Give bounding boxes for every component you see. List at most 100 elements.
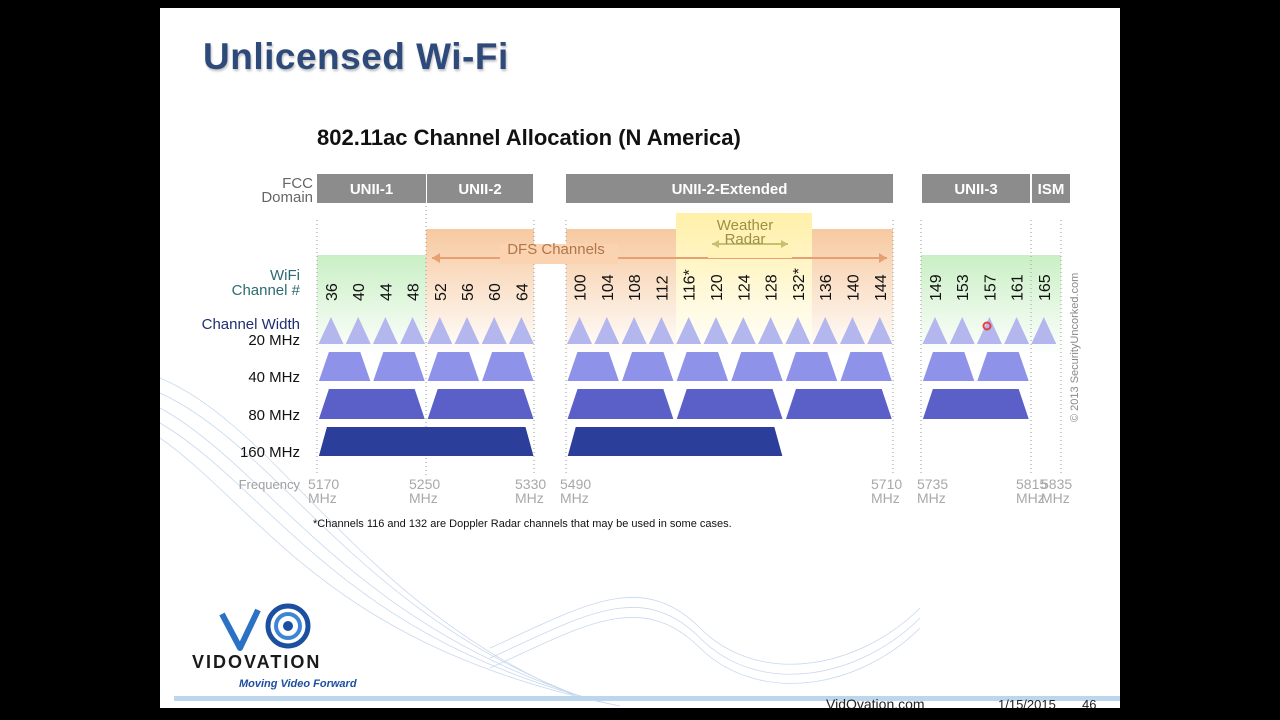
frequency-value: 5170: [308, 476, 339, 492]
frequency-value: 5835: [1041, 476, 1072, 492]
channel-40mhz: [731, 352, 783, 381]
footer-page-number: 46: [1082, 697, 1097, 708]
width-160-label: 160 MHz: [240, 444, 300, 461]
channel-40mhz: [840, 352, 892, 381]
channel-20mhz: [345, 317, 371, 344]
background-swoosh: [160, 377, 921, 707]
channel-80mhz: [785, 389, 892, 419]
frequency-unit: MHz: [871, 490, 900, 506]
channel-20mhz: [1031, 317, 1057, 344]
channel-20mhz: [621, 317, 647, 344]
channel-label: 64: [514, 283, 531, 301]
domain-bar-unii-1: [317, 174, 426, 203]
diagram-title: 802.11ac Channel Allocation (N America): [317, 125, 741, 150]
channel-40mhz: [676, 352, 729, 381]
domain-bar-unii-2-extended: [566, 174, 893, 203]
channel-20mhz: [976, 317, 1002, 344]
slide-title: Unlicensed Wi-Fi: [203, 36, 509, 77]
channel-label: 116*: [682, 269, 699, 301]
channel-label: 144: [873, 274, 890, 301]
domain-label-unii-3: UNII-3: [954, 181, 997, 198]
footer-date: 1/15/2015: [998, 697, 1056, 708]
width-80-label: 80 MHz: [248, 407, 300, 424]
channel-160mhz: [567, 427, 783, 456]
channel-20mhz: [372, 317, 398, 344]
channel-20mhz: [703, 317, 729, 344]
channel-80mhz: [567, 389, 674, 419]
channel-label: 132*: [791, 268, 808, 301]
channel-40mhz: [922, 352, 975, 381]
pointer-marker: [982, 321, 992, 331]
wifi-label-line1: WiFi: [270, 267, 300, 284]
channel-label: 104: [600, 274, 617, 301]
channel-label: 161: [1010, 274, 1027, 301]
frequency-value: 5735: [917, 476, 948, 492]
channel-20mhz: [785, 317, 811, 344]
frequency-unit: MHz: [409, 490, 438, 506]
dfs-arrow: [432, 240, 887, 264]
frequency-labels: 5170MHz5250MHz5330MHz5490MHz5710MHz5735M…: [308, 476, 1072, 506]
domain-label-unii-2-extended: UNII-2-Extended: [672, 181, 788, 198]
channel-40mhz: [977, 352, 1029, 381]
frequency-value: 5250: [409, 476, 440, 492]
channel-label: 52: [433, 283, 450, 301]
channel-20mhz: [922, 317, 948, 344]
logo-wordmark: VIDOVATION: [192, 652, 322, 672]
frequency-value: 5815: [1016, 476, 1047, 492]
channel-20mhz: [648, 317, 674, 344]
footer-site: VidOvation.com: [826, 696, 925, 708]
width-40-label: 40 MHz: [248, 369, 300, 386]
channel-label: 56: [460, 283, 477, 301]
frequency-unit: MHz: [1016, 490, 1045, 506]
domain-label-unii-2: UNII-2: [458, 181, 501, 198]
wifi-label-line2: Channel #: [232, 282, 301, 299]
channel-20mhz: [812, 317, 838, 344]
channel-80mhz: [318, 389, 425, 419]
frequency-value: 5330: [515, 476, 546, 492]
domain-bar-unii-2: [427, 174, 533, 203]
fcc-label-line2: Domain: [261, 189, 313, 206]
channel-20mhz: [594, 317, 620, 344]
frequency-unit: MHz: [1041, 490, 1070, 506]
channel-label: 136: [818, 274, 835, 301]
logo-tagline: Moving Video Forward: [239, 678, 357, 690]
channel-20mhz: [676, 317, 702, 344]
channel-label: 112: [654, 275, 671, 301]
frequency-unit: MHz: [560, 490, 589, 506]
copyright-text: © 2013 SecurityUncorked.com: [1069, 273, 1081, 422]
channel-label: 140: [846, 274, 863, 301]
channel-label: 100: [573, 274, 590, 301]
channel-20mhz: [400, 317, 426, 344]
channel-20mhz: [427, 317, 453, 344]
domain-bar-unii-3: [922, 174, 1030, 203]
fcc-domain-bars: UNII-1 UNII-2 UNII-2-Extended UNII-3 ISM: [317, 174, 1070, 203]
channel-20mhz: [567, 317, 592, 344]
channel-40mhz: [567, 352, 619, 381]
footnote: *Channels 116 and 132 are Doppler Radar …: [313, 518, 732, 530]
channel-label: 48: [406, 283, 423, 301]
channel-20mhz: [454, 317, 480, 344]
frequency-value: 5490: [560, 476, 591, 492]
channel-width-shapes: [318, 317, 1057, 456]
channel-20mhz: [758, 317, 784, 344]
channel-40mhz: [785, 352, 838, 381]
fcc-label-line1: FCC: [282, 175, 313, 192]
channel-20mhz: [949, 317, 975, 344]
dfs-channels-label: DFS Channels: [507, 241, 605, 258]
domain-bar-ism: [1032, 174, 1070, 203]
channel-width-label: Channel Width: [202, 316, 300, 333]
channel-label: 153: [955, 274, 972, 301]
vidovation-logo-icon: [219, 603, 311, 651]
channel-label: 124: [736, 274, 753, 301]
frequency-unit: MHz: [917, 490, 946, 506]
domain-label-unii-1: UNII-1: [350, 181, 393, 198]
channel-20mhz: [508, 317, 534, 344]
channel-80mhz: [676, 389, 783, 419]
width-20-label: 20 MHz: [248, 332, 300, 349]
channel-40mhz: [318, 352, 371, 381]
channel-20mhz: [1004, 317, 1030, 344]
channel-40mhz: [373, 352, 425, 381]
channel-label: 157: [982, 274, 999, 301]
channel-20mhz: [481, 317, 507, 344]
frequency-unit: MHz: [308, 490, 337, 506]
